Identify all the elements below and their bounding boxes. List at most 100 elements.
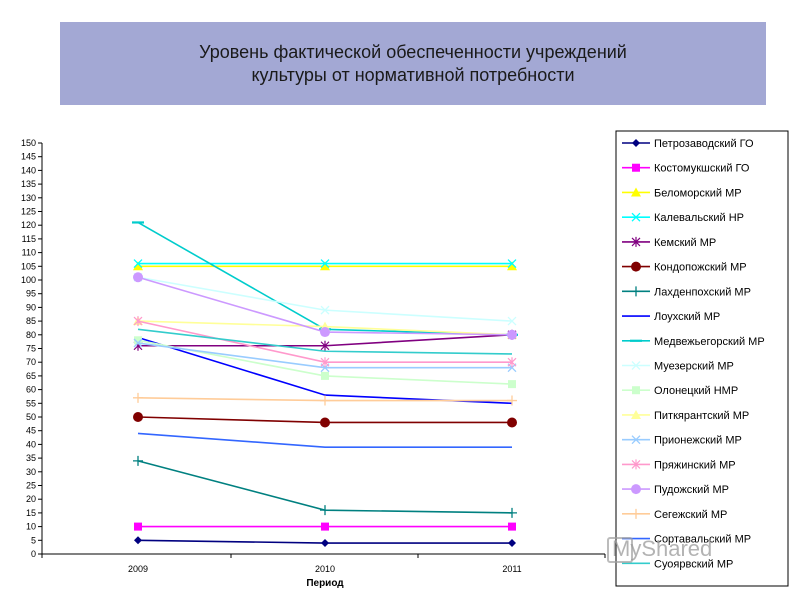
legend-entry: Прионежский МР	[622, 435, 742, 447]
y-tick-label: 110	[22, 248, 36, 258]
data-point	[631, 261, 641, 272]
legend-entry: Лоухский МР	[622, 311, 720, 323]
legend-entry: Суоярвский МР	[622, 558, 733, 570]
series	[133, 259, 517, 269]
series	[137, 432, 512, 448]
legend-label: Прионежский МР	[654, 435, 742, 447]
legend-label: Олонецкий НМР	[654, 385, 738, 397]
y-tick-label: 0	[31, 549, 36, 559]
data-point	[133, 412, 143, 422]
series	[133, 316, 517, 368]
legend-label: Беломорский МР	[654, 187, 742, 199]
data-point	[631, 236, 641, 247]
series	[133, 455, 517, 518]
series-line	[137, 276, 513, 322]
data-point	[632, 386, 640, 395]
y-tick-label: 30	[26, 467, 36, 477]
data-point	[631, 361, 641, 370]
data-point	[320, 261, 330, 271]
y-tick-label: 5	[31, 535, 36, 545]
axes: 0 5 10 15 20 25 30 35 40 45 50 55 60 65 70 75 80 85 90 95 10…	[21, 138, 606, 589]
legend-label: Лоухский МР	[654, 311, 720, 323]
data-point	[321, 371, 329, 380]
data-point	[631, 187, 641, 197]
data-point	[133, 272, 143, 283]
data-point	[133, 455, 143, 466]
y-tick-label: 15	[26, 508, 36, 518]
data-point	[631, 508, 641, 519]
y-tick-label: 140	[21, 165, 36, 175]
legend-entry: Муезерский МР	[622, 361, 734, 373]
series	[137, 328, 513, 355]
legend-box	[615, 130, 789, 587]
legend-entry: Костомукшский ГО	[622, 163, 750, 175]
legend-entry: Калевальский НР	[622, 212, 744, 224]
data-point	[320, 505, 330, 516]
data-point	[507, 316, 517, 326]
y-tick-label: 70	[26, 357, 36, 367]
y-tick-label: 40	[26, 439, 36, 449]
series	[134, 522, 516, 531]
data-point	[507, 357, 517, 368]
y-tick-label: 150	[21, 138, 36, 148]
y-tick-label: 135	[21, 179, 36, 189]
data-point	[507, 395, 517, 406]
series	[134, 336, 516, 389]
data-point	[320, 357, 330, 368]
data-point	[320, 395, 330, 406]
y-tick-label: 145	[21, 152, 36, 162]
data-point	[507, 507, 517, 518]
legend-label: Кондопожский МР	[654, 262, 747, 274]
data-point	[508, 380, 516, 389]
data-point	[321, 522, 329, 531]
data-point	[134, 336, 142, 345]
data-point	[320, 417, 330, 428]
watermark: MyShared	[612, 536, 713, 561]
legend-entry: Сегежский МР	[622, 508, 727, 521]
title-banner: Уровень фактической обеспеченности учреж…	[60, 22, 766, 105]
data-point	[631, 459, 641, 470]
y-tick-label: 120	[21, 220, 36, 230]
data-point	[320, 327, 330, 338]
legend-label: Медвежьегорский МР	[654, 336, 765, 348]
chart-title: Уровень фактической обеспеченности учреж…	[199, 41, 627, 85]
series	[133, 261, 517, 271]
legend-entry: Лахденпохский МР	[622, 286, 751, 298]
y-tick-label: 75	[26, 344, 36, 354]
legend-label: Пудожский МР	[654, 484, 729, 496]
series	[133, 412, 517, 428]
series	[133, 272, 517, 326]
legend-label: Петрозаводский ГО	[654, 138, 754, 150]
y-tick-label: 90	[26, 302, 36, 312]
legend-label: Лахденпохский МР	[654, 286, 751, 298]
data-point	[134, 522, 142, 531]
watermark-icon	[607, 537, 633, 563]
data-point	[133, 316, 143, 327]
y-tick-label: 125	[21, 207, 36, 217]
series-line	[137, 460, 513, 514]
data-point	[133, 261, 143, 271]
y-tick-label: 25	[26, 481, 36, 491]
data-point	[631, 484, 641, 495]
legend-entry: Олонецкий НМР	[622, 385, 738, 397]
data-point	[508, 539, 516, 548]
y-tick-label: 50	[26, 412, 36, 422]
x-tick-label: 2011	[502, 564, 521, 574]
legend-label: Муезерский МР	[654, 361, 734, 373]
data-point	[507, 417, 517, 428]
legend-entry: Беломорский МР	[622, 187, 742, 199]
legend-label: Кемский МР	[654, 237, 716, 249]
y-tick-label: 80	[26, 330, 36, 340]
data-point	[507, 261, 517, 271]
y-tick-label: 65	[26, 371, 36, 381]
data-point	[133, 259, 143, 269]
series-line	[137, 328, 513, 355]
legend-entry: Медвежьегорский МР	[622, 336, 765, 348]
y-tick-label: 10	[26, 522, 36, 532]
legend-entry: Пудожский МР	[622, 484, 729, 496]
data-point	[507, 329, 517, 340]
legend-label: Сегежский МР	[654, 509, 727, 521]
y-tick-label: 45	[26, 426, 36, 436]
data-point	[134, 536, 142, 545]
